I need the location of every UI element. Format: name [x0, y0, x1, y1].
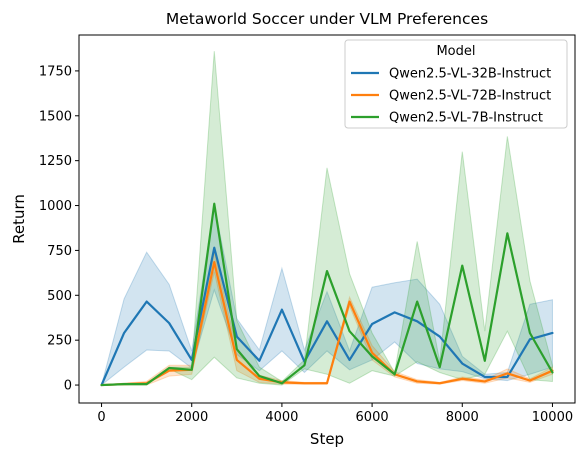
y-tick-label: 1750	[39, 64, 72, 79]
x-tick-label: 4000	[265, 410, 298, 425]
series-lines	[100, 202, 554, 387]
x-tick-label: 6000	[356, 410, 389, 425]
y-tick-label: 750	[47, 244, 72, 259]
x-tick-label: 10000	[532, 410, 573, 425]
legend-title: Model	[436, 44, 475, 59]
legend: Model Qwen2.5-VL-32B-InstructQwen2.5-VL-…	[344, 39, 568, 129]
legend-box	[344, 39, 568, 129]
x-axis-ticks: 0 2000 4000 6000 8000 10000	[97, 403, 573, 425]
x-tick-label: 2000	[175, 410, 208, 425]
line-series-3	[100, 202, 554, 387]
line-series-2	[100, 260, 554, 387]
legend-label-3: Qwen2.5-VL-7B-Instruct	[389, 111, 543, 126]
plot-frame	[78, 34, 576, 404]
y-tick-label: 1000	[39, 199, 72, 214]
y-tick-label: 1250	[39, 154, 72, 169]
line-series-1	[100, 246, 554, 387]
y-axis-ticks: 0 250 500 750 1000 1250 1500 1750	[39, 64, 79, 394]
y-tick-label: 1500	[39, 109, 72, 124]
y-tick-label: 250	[47, 334, 72, 349]
x-axis-label: Step	[310, 430, 344, 448]
chart-title: Metaworld Soccer under VLM Preferences	[166, 10, 488, 28]
x-tick-label: 8000	[446, 410, 479, 425]
y-tick-label: 500	[47, 289, 72, 304]
y-tick-label: 0	[64, 379, 72, 394]
legend-items: Qwen2.5-VL-32B-Instruct Qwen2.5-VL-72B-In…	[351, 67, 551, 126]
x-tick-label: 0	[97, 410, 105, 425]
legend-label-1: Qwen2.5-VL-32B-Instruct	[389, 67, 551, 82]
y-axis-label: Return	[10, 194, 28, 244]
legend-label-2: Qwen2.5-VL-72B-Instruct	[389, 89, 551, 104]
